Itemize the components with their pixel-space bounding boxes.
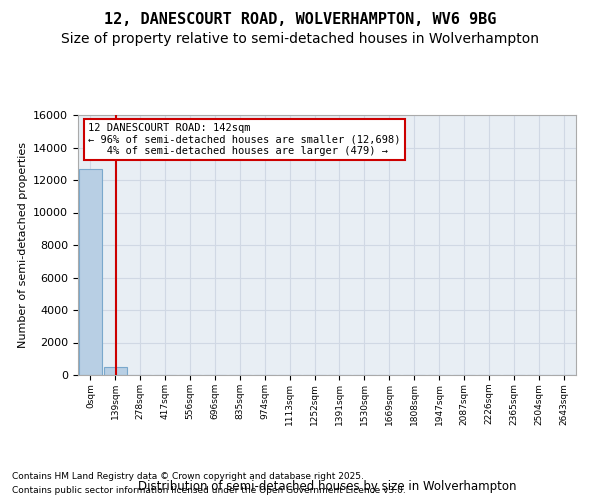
Text: 12, DANESCOURT ROAD, WOLVERHAMPTON, WV6 9BG: 12, DANESCOURT ROAD, WOLVERHAMPTON, WV6 … bbox=[104, 12, 496, 28]
Text: Size of property relative to semi-detached houses in Wolverhampton: Size of property relative to semi-detach… bbox=[61, 32, 539, 46]
Text: Contains public sector information licensed under the Open Government Licence v3: Contains public sector information licen… bbox=[12, 486, 406, 495]
Y-axis label: Number of semi-detached properties: Number of semi-detached properties bbox=[17, 142, 28, 348]
Bar bbox=[104, 367, 127, 375]
Text: 12 DANESCOURT ROAD: 142sqm
← 96% of semi-detached houses are smaller (12,698)
  : 12 DANESCOURT ROAD: 142sqm ← 96% of semi… bbox=[88, 123, 400, 156]
Text: Contains HM Land Registry data © Crown copyright and database right 2025.: Contains HM Land Registry data © Crown c… bbox=[12, 472, 364, 481]
X-axis label: Distribution of semi-detached houses by size in Wolverhampton: Distribution of semi-detached houses by … bbox=[138, 480, 516, 494]
Bar bbox=[79, 168, 101, 375]
